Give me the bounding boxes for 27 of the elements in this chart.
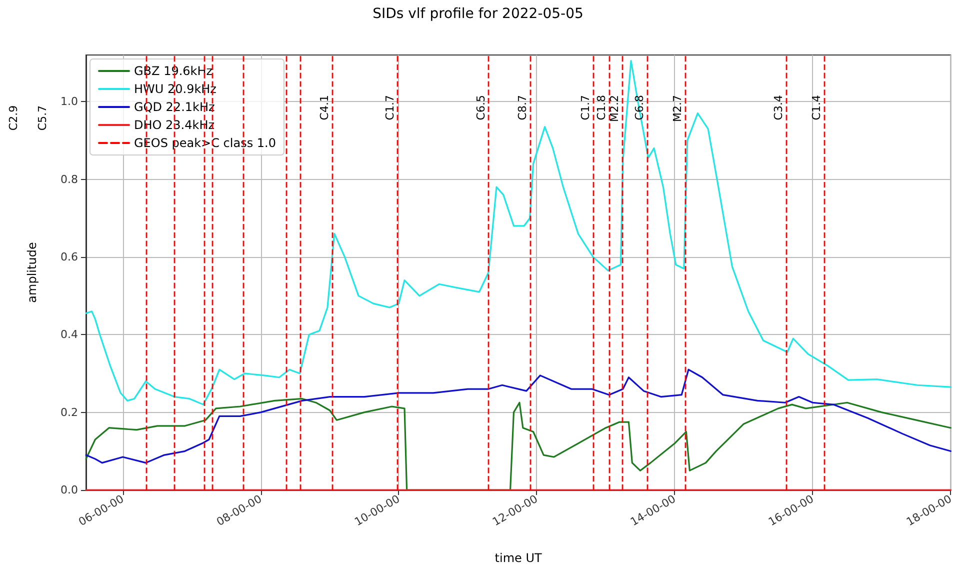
ref-line-label: C1.7 (579, 95, 592, 120)
y-axis-title: amplitude (25, 242, 39, 303)
legend-label: GQD 22.1kHz (134, 100, 215, 114)
legend-label: HWU 20.9kHz (134, 82, 216, 96)
line-series (85, 368, 952, 464)
y-tick-label: 0.6 (60, 250, 78, 264)
x-axis-title: time UT (494, 551, 543, 565)
chart-title: SIDs vlf profile for 2022-05-05 (372, 6, 584, 22)
legend-label: DHO 23.4kHz (134, 118, 215, 132)
ref-line-label: C3.4 (772, 95, 786, 120)
ref-line-label: C1.4 (810, 95, 824, 120)
ref-line-label: C1.7 (384, 95, 397, 120)
ref-line-label: M2.2 (608, 95, 621, 122)
ref-line-label: C6.8 (633, 95, 646, 120)
ref-line-label: M2.7 (671, 95, 684, 122)
text: C2.9 (7, 105, 20, 131)
line-series (85, 60, 952, 406)
y-tick-label: 1.0 (60, 95, 78, 108)
text: C5.7 (36, 105, 49, 131)
ref-line-label: C1.8 (595, 95, 608, 120)
y-tick-label: 0.2 (60, 406, 78, 419)
y-tick-label: 0.0 (60, 484, 78, 496)
ref-line-label: C6.5 (474, 95, 488, 120)
ref-line-label: C4.1 (318, 95, 332, 120)
y-tick-label: 0.4 (60, 328, 78, 342)
y-tick-label: 0.8 (60, 172, 78, 186)
ref-line-label: C8.7 (516, 95, 529, 120)
